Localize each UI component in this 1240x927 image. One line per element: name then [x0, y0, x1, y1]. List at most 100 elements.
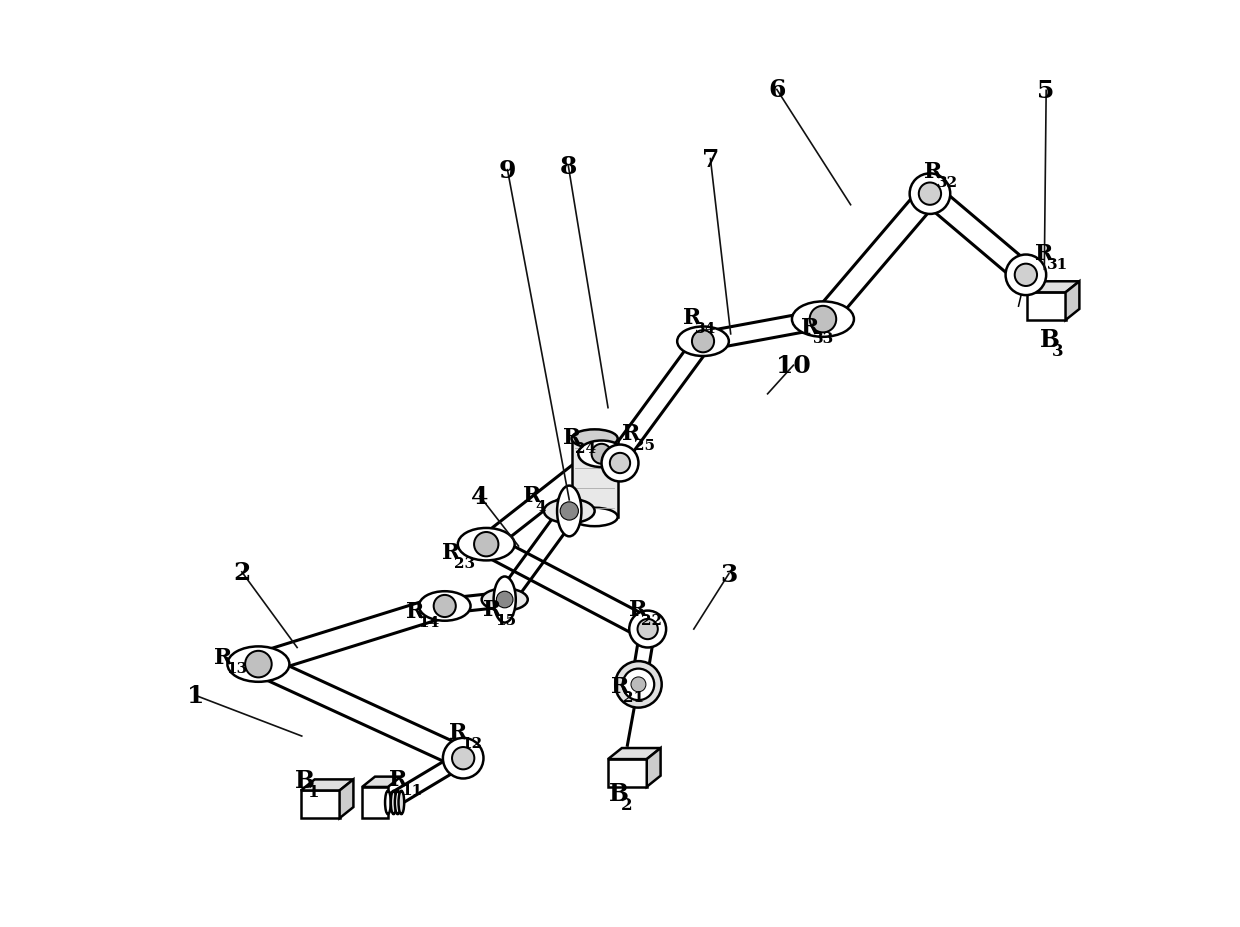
- Text: 4: 4: [536, 500, 546, 514]
- Text: R: R: [441, 541, 460, 563]
- Ellipse shape: [557, 486, 582, 537]
- Polygon shape: [386, 752, 467, 809]
- Ellipse shape: [398, 791, 404, 814]
- Polygon shape: [572, 337, 711, 517]
- Circle shape: [591, 444, 611, 464]
- Polygon shape: [631, 629, 655, 686]
- Text: 21: 21: [622, 691, 644, 705]
- Text: R: R: [629, 598, 647, 620]
- Text: 34: 34: [694, 322, 717, 336]
- Text: R: R: [924, 160, 942, 183]
- Polygon shape: [255, 596, 448, 675]
- Circle shape: [810, 307, 836, 333]
- Polygon shape: [608, 759, 647, 787]
- Text: R: R: [611, 676, 629, 697]
- Text: 6: 6: [768, 78, 785, 102]
- Circle shape: [629, 611, 666, 648]
- Polygon shape: [647, 748, 661, 787]
- Text: 1: 1: [308, 783, 319, 800]
- Text: R: R: [683, 307, 701, 329]
- Ellipse shape: [494, 577, 516, 623]
- Ellipse shape: [572, 430, 618, 449]
- Polygon shape: [572, 439, 618, 517]
- Ellipse shape: [544, 500, 595, 524]
- Ellipse shape: [458, 528, 515, 561]
- Text: 9: 9: [498, 159, 516, 183]
- Circle shape: [919, 184, 941, 206]
- Circle shape: [434, 595, 456, 617]
- Circle shape: [246, 651, 272, 678]
- Polygon shape: [362, 787, 388, 818]
- Text: 13: 13: [227, 661, 248, 675]
- Text: 11: 11: [402, 783, 423, 797]
- Text: R: R: [449, 721, 467, 743]
- Circle shape: [615, 662, 662, 708]
- Circle shape: [692, 331, 714, 353]
- Circle shape: [601, 445, 639, 482]
- Text: 12: 12: [461, 737, 482, 751]
- Ellipse shape: [391, 791, 397, 814]
- Text: 8: 8: [559, 155, 577, 179]
- Circle shape: [631, 678, 646, 692]
- Polygon shape: [1027, 282, 1079, 293]
- Text: 22: 22: [641, 613, 662, 628]
- Ellipse shape: [386, 791, 391, 814]
- Text: B: B: [1039, 328, 1060, 352]
- Text: 23: 23: [454, 556, 475, 570]
- Circle shape: [560, 502, 578, 521]
- Text: B: B: [295, 768, 315, 793]
- Text: 1: 1: [187, 684, 205, 707]
- Polygon shape: [497, 506, 577, 605]
- Polygon shape: [301, 780, 353, 791]
- Text: 3: 3: [720, 562, 738, 586]
- Text: 5: 5: [1038, 79, 1055, 103]
- Ellipse shape: [578, 441, 625, 467]
- Polygon shape: [362, 777, 401, 787]
- Ellipse shape: [481, 589, 528, 611]
- Text: 2: 2: [621, 796, 632, 813]
- Circle shape: [622, 669, 655, 701]
- Polygon shape: [1027, 293, 1065, 321]
- Polygon shape: [608, 748, 661, 759]
- Text: 25: 25: [634, 438, 655, 452]
- Ellipse shape: [419, 591, 470, 621]
- Circle shape: [496, 591, 513, 608]
- Text: 33: 33: [813, 332, 835, 346]
- Text: R: R: [523, 485, 542, 507]
- Text: R: R: [801, 317, 820, 339]
- Circle shape: [474, 532, 498, 557]
- Text: 7: 7: [702, 147, 719, 171]
- Circle shape: [637, 619, 658, 640]
- Circle shape: [453, 747, 475, 769]
- Text: 24: 24: [575, 442, 596, 456]
- Text: B: B: [609, 781, 629, 806]
- Polygon shape: [254, 654, 467, 768]
- Text: 4: 4: [471, 485, 489, 509]
- Polygon shape: [301, 791, 340, 819]
- Text: 2: 2: [233, 560, 250, 584]
- Text: R: R: [484, 598, 502, 620]
- Circle shape: [910, 174, 950, 215]
- Ellipse shape: [792, 302, 854, 337]
- Polygon shape: [1065, 282, 1079, 321]
- Ellipse shape: [677, 327, 729, 357]
- Ellipse shape: [572, 508, 618, 527]
- Text: R: R: [621, 423, 640, 445]
- Text: 31: 31: [1048, 258, 1069, 272]
- Circle shape: [443, 738, 484, 779]
- Text: 10: 10: [776, 354, 811, 378]
- Circle shape: [610, 453, 630, 474]
- Text: 32: 32: [936, 175, 957, 189]
- Ellipse shape: [394, 791, 401, 814]
- Text: R: R: [563, 426, 582, 449]
- Text: 15: 15: [496, 613, 517, 628]
- Polygon shape: [444, 592, 506, 614]
- Polygon shape: [481, 447, 608, 552]
- Circle shape: [1006, 255, 1047, 296]
- Polygon shape: [702, 311, 825, 351]
- Polygon shape: [340, 780, 353, 819]
- Polygon shape: [923, 186, 1033, 284]
- Ellipse shape: [227, 647, 289, 682]
- Circle shape: [1014, 264, 1037, 286]
- Text: R: R: [405, 600, 424, 622]
